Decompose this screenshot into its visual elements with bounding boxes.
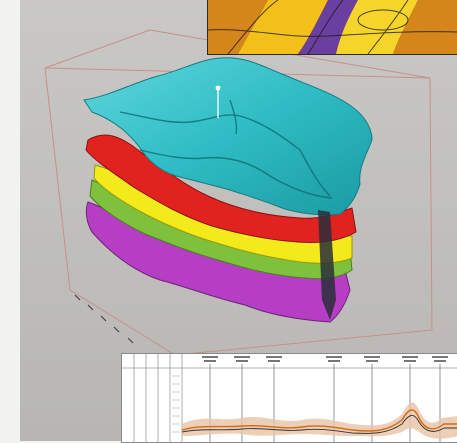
- log-curve: [181, 409, 457, 432]
- well-log-inset: [121, 353, 457, 443]
- well-head-icon: [215, 85, 221, 91]
- fault-notch: [318, 210, 336, 320]
- surface-ridges: [119, 99, 333, 199]
- axis-ticks: [74, 294, 134, 344]
- log-band: [182, 402, 457, 439]
- seismic-inset-image: [207, 0, 457, 55]
- cyan-horizon: [83, 57, 373, 216]
